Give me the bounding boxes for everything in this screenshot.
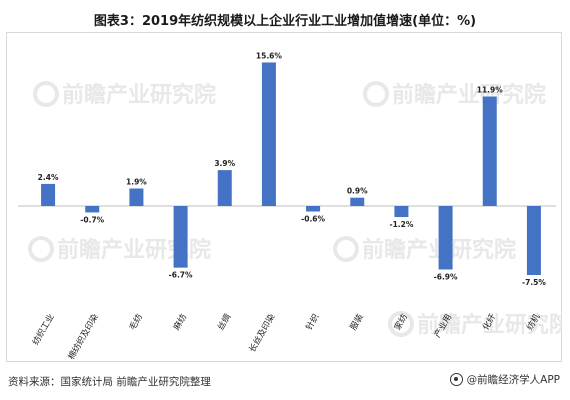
bar [41,183,56,206]
watermark-text: 前瞻产业研究院 [62,82,216,108]
category-label: 纺织工业 [30,312,57,347]
bar-value-label: 3.9% [214,159,235,168]
bar [173,206,188,268]
watermark: 前瞻产业研究院 [333,236,516,263]
category-label: 针织 [304,312,322,332]
bar [261,62,276,207]
bar-value-label: 2.4% [38,173,59,182]
watermark: 前瞻产业研究院 [33,81,216,108]
bar-value-label: 15.6% [256,51,283,60]
watermark: 前瞻产业研究院 [388,311,562,338]
bar [526,206,541,275]
bar-value-label: -0.6% [301,215,325,224]
bar [306,206,321,212]
source-note: 资料来源：国家统计局 前瞻产业研究院整理 [8,376,211,388]
chart-frame [6,32,562,362]
bar [394,206,409,218]
watermark-logo-icon [333,236,359,262]
watermark-text: 前瞻产业研究院 [392,82,546,108]
bar-value-label: -6.7% [169,271,193,280]
bars-layer [18,62,556,275]
category-label: 麻纺 [171,312,189,333]
bar [85,206,100,213]
chart-title: 图表3：2019年纺织规模以上企业行业工业增加值增速(单位：%) [93,14,477,29]
watermark-logo-icon [363,81,389,107]
bar [129,188,144,206]
bar-value-label: -1.2% [389,220,413,229]
watermark-logo-icon [33,81,59,107]
bar-value-label: -7.5% [522,278,546,287]
bar-value-label: -0.7% [80,215,104,224]
bar-chart: 前瞻产业研究院前瞻产业研究院前瞻产业研究院前瞻产业研究院前瞻产业研究院 2.4%… [18,51,562,362]
bar [482,96,497,206]
watermark-text: 前瞻产业研究院 [57,237,211,263]
bar-value-label: -6.9% [434,272,458,281]
brand-logo-icon [449,373,463,386]
bar [217,170,232,206]
watermark-text: 前瞻产业研究院 [417,312,562,338]
value-labels-layer: 2.4% -0.7% 1.9% -6.7% 3.9% 15.6% -0.6% 0.9% -1.2… [38,51,547,287]
bar [438,206,453,270]
bar-value-label: 11.9% [477,86,504,95]
watermark-logo-icon [388,311,414,337]
brand-credit: @前瞻经济学人APP [449,372,560,387]
category-label: 长丝及印染 [247,312,278,355]
category-label: 丝绸 [215,312,233,332]
watermark-layer: 前瞻产业研究院前瞻产业研究院前瞻产业研究院前瞻产业研究院前瞻产业研究院 [28,81,562,338]
brand-text: @前瞻经济学人APP [466,374,560,386]
bar-value-label: 0.9% [347,187,368,196]
watermark: 前瞻产业研究院 [363,81,546,108]
watermark-logo-icon [28,236,54,262]
category-label: 服装 [348,312,366,333]
category-label: 棉纺织及印染 [66,312,101,362]
bar-value-label: 1.9% [126,178,147,187]
bar [350,197,365,206]
category-label: 毛纺 [127,312,145,333]
